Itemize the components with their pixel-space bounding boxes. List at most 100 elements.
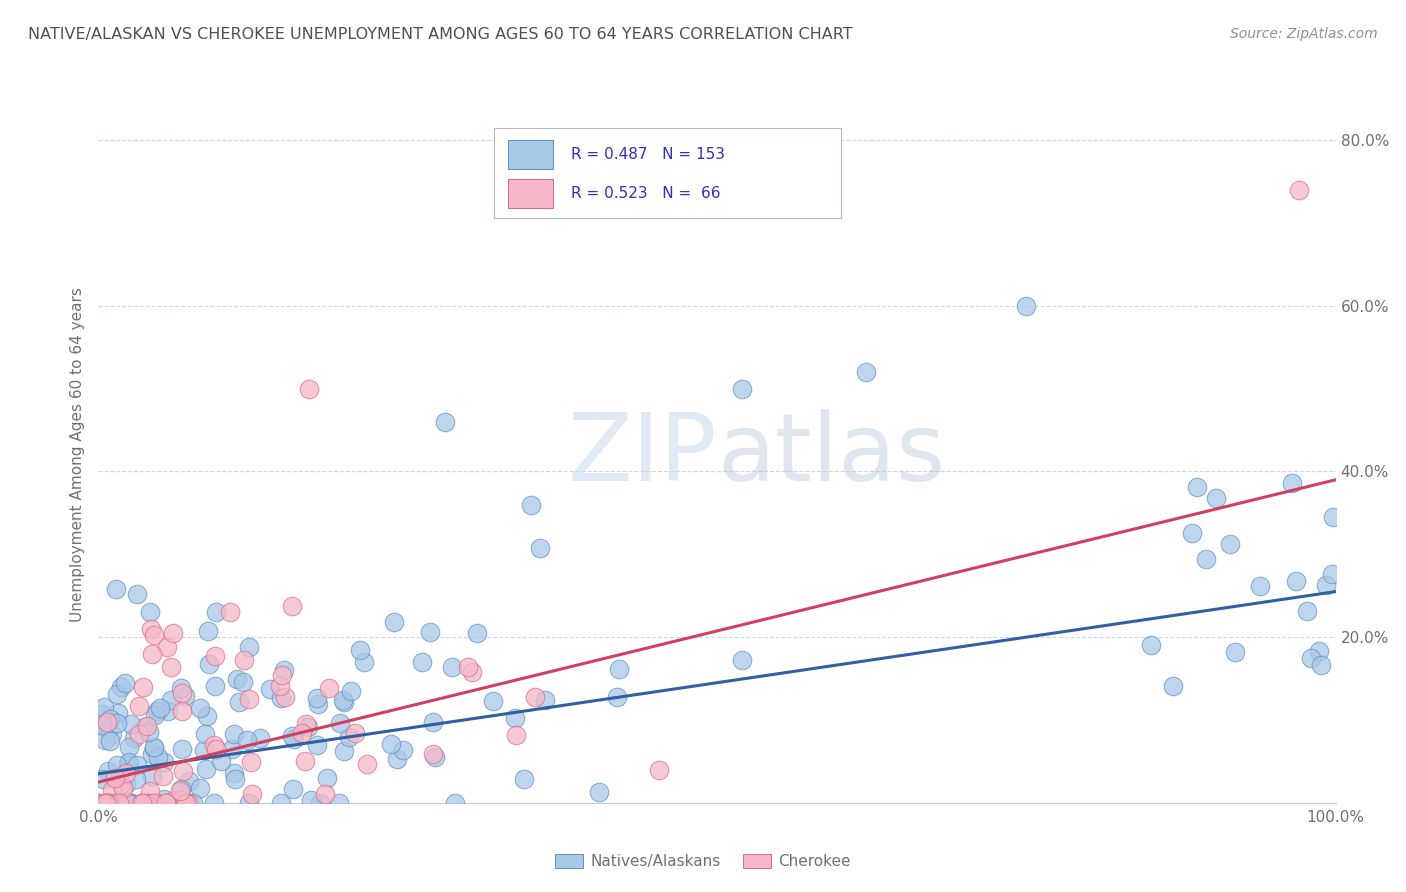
Point bbox=[121, 796, 143, 810]
Point bbox=[356, 757, 378, 772]
Point bbox=[271, 667, 294, 681]
Point bbox=[177, 796, 200, 810]
Point bbox=[97, 764, 120, 778]
Point bbox=[1195, 551, 1218, 566]
Point bbox=[1139, 639, 1161, 653]
Point bbox=[238, 796, 260, 810]
FancyBboxPatch shape bbox=[508, 140, 553, 169]
Point bbox=[105, 715, 128, 730]
Text: NATIVE/ALASKAN VS CHEROKEE UNEMPLOYMENT AMONG AGES 60 TO 64 YEARS CORRELATION CH: NATIVE/ALASKAN VS CHEROKEE UNEMPLOYMENT … bbox=[28, 27, 853, 42]
Point bbox=[117, 756, 139, 771]
Point bbox=[606, 690, 628, 704]
Point bbox=[162, 625, 184, 640]
Point bbox=[315, 771, 337, 785]
Point bbox=[172, 764, 194, 778]
Point bbox=[1161, 679, 1184, 693]
Point bbox=[204, 679, 226, 693]
Point bbox=[94, 796, 117, 810]
Point bbox=[505, 728, 527, 742]
Point bbox=[607, 662, 630, 676]
Point bbox=[529, 541, 551, 555]
Point bbox=[146, 704, 169, 718]
Point bbox=[101, 727, 124, 741]
Point bbox=[138, 725, 160, 739]
Point bbox=[94, 733, 117, 747]
Point bbox=[1322, 510, 1344, 524]
Point bbox=[648, 763, 671, 777]
Text: ZIP: ZIP bbox=[568, 409, 717, 501]
Point bbox=[419, 624, 441, 639]
Point bbox=[132, 796, 155, 810]
Point bbox=[238, 692, 260, 706]
Point bbox=[318, 681, 340, 695]
Point bbox=[110, 680, 132, 694]
Point bbox=[205, 741, 228, 756]
Point bbox=[465, 625, 488, 640]
Point bbox=[281, 729, 304, 743]
Point bbox=[1281, 476, 1303, 491]
Point bbox=[138, 796, 160, 810]
Point bbox=[114, 675, 136, 690]
Point bbox=[520, 498, 543, 512]
Point bbox=[94, 796, 117, 810]
Point bbox=[132, 796, 155, 810]
Point bbox=[440, 660, 463, 674]
Point bbox=[112, 796, 135, 810]
Point bbox=[283, 731, 305, 746]
Point bbox=[105, 757, 128, 772]
Point bbox=[461, 665, 484, 679]
Point bbox=[1288, 183, 1310, 197]
Point bbox=[172, 704, 194, 718]
Point bbox=[259, 682, 281, 697]
Point bbox=[209, 754, 232, 768]
Point bbox=[411, 656, 433, 670]
Point bbox=[115, 796, 138, 810]
Point bbox=[94, 796, 117, 810]
Point bbox=[142, 740, 165, 755]
Point bbox=[143, 796, 166, 810]
Text: atlas: atlas bbox=[717, 409, 945, 501]
Point bbox=[89, 796, 111, 810]
Point bbox=[89, 796, 111, 810]
Point bbox=[143, 708, 166, 723]
Point bbox=[329, 716, 352, 731]
Point bbox=[97, 796, 120, 810]
Point bbox=[132, 680, 155, 694]
Point bbox=[98, 712, 121, 726]
Point bbox=[269, 679, 291, 693]
Point bbox=[125, 587, 148, 601]
Point bbox=[1285, 574, 1308, 588]
Point bbox=[221, 742, 243, 756]
Point bbox=[112, 796, 135, 810]
Point bbox=[108, 796, 131, 810]
Point bbox=[142, 741, 165, 756]
Point bbox=[349, 643, 371, 657]
Point bbox=[152, 769, 174, 783]
Point bbox=[135, 796, 157, 810]
Point bbox=[101, 782, 124, 797]
Point bbox=[193, 743, 215, 757]
Point bbox=[131, 796, 153, 810]
Point bbox=[202, 738, 225, 752]
Point bbox=[90, 707, 112, 722]
Point bbox=[1322, 567, 1344, 582]
Point bbox=[125, 772, 148, 786]
Point bbox=[194, 762, 217, 776]
Point bbox=[142, 796, 165, 810]
Point bbox=[1310, 657, 1333, 672]
Point bbox=[314, 787, 336, 801]
Point bbox=[188, 701, 211, 715]
Point bbox=[281, 599, 304, 613]
Point bbox=[181, 796, 204, 810]
FancyBboxPatch shape bbox=[508, 178, 553, 208]
Y-axis label: Unemployment Among Ages 60 to 64 years: Unemployment Among Ages 60 to 64 years bbox=[70, 287, 86, 623]
Point bbox=[222, 727, 245, 741]
Point bbox=[134, 720, 156, 734]
Point bbox=[177, 774, 200, 789]
Point bbox=[295, 716, 318, 731]
Point bbox=[93, 796, 115, 810]
Point bbox=[107, 706, 129, 721]
Point bbox=[138, 606, 160, 620]
Point bbox=[855, 365, 877, 379]
Point bbox=[188, 780, 211, 795]
